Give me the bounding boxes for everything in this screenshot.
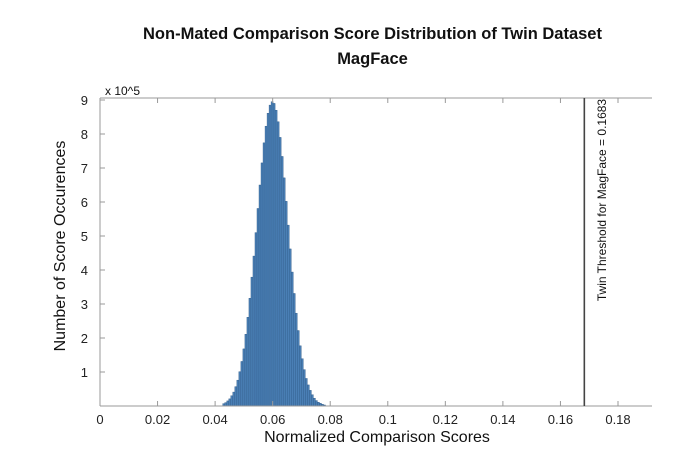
histogram-bar — [280, 156, 284, 407]
histogram-bar — [284, 201, 288, 407]
histogram-bar — [299, 345, 302, 407]
histogram-bar — [252, 255, 256, 407]
chart-title: Non-Mated Comparison Score Distribution … — [143, 25, 602, 43]
y-tick-label: 5 — [81, 229, 88, 244]
x-tick-label: 0.18 — [605, 412, 630, 427]
x-tick-label: 0.14 — [490, 412, 515, 427]
histogram-bar — [295, 312, 298, 407]
x-tick-label: 0.12 — [433, 412, 458, 427]
y-tick-label: 3 — [81, 297, 88, 312]
histogram-bars — [222, 101, 326, 407]
histogram-bar — [268, 104, 272, 407]
histogram-bar — [224, 402, 227, 407]
histogram-bar — [303, 369, 306, 407]
histogram-bar — [256, 208, 260, 407]
histogram-bar — [274, 109, 278, 407]
axis-ticks: 0 0.02 0.04 0.06 0.08 0.1 0.12 0.14 0.16 0.18 1 2 3 4… — [81, 93, 631, 427]
histogram-bar — [264, 125, 268, 407]
histogram-bar — [276, 121, 280, 407]
chart-subtitle: MagFace — [337, 50, 408, 68]
x-tick-label: 0.06 — [260, 412, 285, 427]
histogram-bar — [228, 398, 231, 407]
histogram-bar — [230, 395, 233, 407]
histogram-bar — [317, 402, 320, 407]
y-multiplier-label: x 10^5 — [105, 84, 140, 98]
x-tick-label: 0.02 — [145, 412, 170, 427]
histogram-bar — [293, 293, 296, 407]
histogram-bar — [272, 103, 276, 407]
y-tick-label: 8 — [81, 127, 88, 142]
histogram-bar — [254, 232, 258, 407]
x-axis-label: Normalized Comparison Scores — [264, 429, 490, 446]
histogram-bar — [248, 298, 252, 407]
histogram-bar — [232, 391, 236, 407]
histogram-bar — [287, 224, 290, 407]
x-tick-label: 0.08 — [318, 412, 343, 427]
x-tick-label: 0.1 — [379, 412, 397, 427]
histogram-bar — [262, 142, 266, 407]
histogram-bar — [234, 386, 238, 407]
axes — [99, 97, 652, 407]
histogram-bar — [226, 400, 229, 407]
histogram-bar — [297, 330, 300, 407]
histogram-bar — [301, 358, 304, 407]
histogram-bar — [266, 113, 270, 407]
y-tick-label: 9 — [81, 93, 88, 108]
histogram-bar — [305, 378, 308, 407]
histogram-bar — [315, 400, 318, 407]
histogram-bar — [240, 361, 244, 407]
histogram-bar — [307, 384, 310, 407]
histogram-bar — [289, 248, 292, 407]
histogram-bar — [270, 101, 274, 407]
y-tick-label: 1 — [81, 365, 88, 380]
histogram-bar — [242, 348, 246, 407]
histogram-bar — [236, 379, 240, 407]
y-tick-label: 2 — [81, 331, 88, 346]
y-tick-label: 7 — [81, 161, 88, 176]
histogram-bar — [258, 184, 262, 407]
y-tick-label: 4 — [81, 263, 88, 278]
y-tick-label: 6 — [81, 195, 88, 210]
x-tick-label: 0.16 — [548, 412, 573, 427]
histogram-bar — [311, 394, 314, 407]
x-tick-label: 0.04 — [202, 412, 227, 427]
histogram-bar — [291, 271, 294, 407]
histogram-bar — [282, 177, 286, 407]
histogram-bar — [250, 276, 254, 407]
histogram-bar — [278, 137, 282, 407]
histogram-bar — [309, 390, 312, 407]
histogram-bar — [244, 334, 248, 407]
histogram-bar — [260, 162, 264, 407]
histogram-bar — [313, 397, 316, 407]
histogram-bar — [246, 317, 250, 407]
x-tick-label: 0 — [96, 412, 103, 427]
histogram-bar — [238, 371, 242, 407]
